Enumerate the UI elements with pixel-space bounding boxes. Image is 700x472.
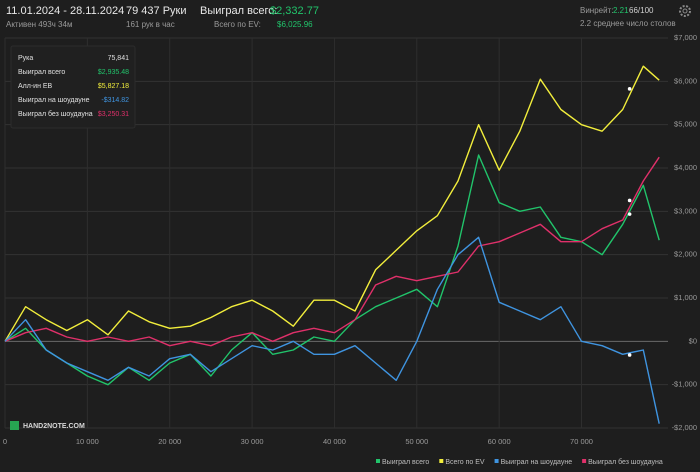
tooltip-label: Выиграл всего bbox=[18, 69, 65, 76]
x-tick-label: 70 000 bbox=[570, 437, 593, 446]
tooltip-value: -$314.82 bbox=[101, 97, 129, 104]
watermark-text: HAND2NOTE.COM bbox=[23, 423, 85, 430]
winrate-extra: 66/100 bbox=[629, 6, 654, 15]
series-line bbox=[4, 65, 660, 342]
legend: Выиграл всего Всего по EV Выиграл на шоуда… bbox=[376, 458, 663, 466]
ev-label: Всего по EV: bbox=[214, 20, 261, 29]
y-tick-label: $1,000 bbox=[674, 293, 697, 302]
grid: -$2,000 -$1,000 $0 $1,000 $2,000 $3,000 $4,000… bbox=[3, 33, 697, 446]
y-tick-label: $3,000 bbox=[674, 206, 697, 215]
lines bbox=[4, 65, 660, 424]
legend-label: Выиграл всего bbox=[382, 459, 429, 466]
y-tick-label: $0 bbox=[689, 336, 697, 345]
tooltip-label: Алл-ин EB bbox=[18, 83, 53, 90]
won-label: Выиграл всего: bbox=[200, 5, 277, 17]
tooltip-value: $2,935.48 bbox=[98, 69, 129, 76]
ev-value: $6,025.96 bbox=[277, 20, 313, 29]
tooltip-value: $5,827.18 bbox=[98, 83, 129, 90]
y-tick-label: -$2,000 bbox=[672, 423, 697, 432]
tooltip-x-label: Рука bbox=[18, 55, 33, 62]
x-tick-label: 10 000 bbox=[76, 437, 99, 446]
hands-rate: 161 рук в час bbox=[126, 20, 175, 29]
y-tick-label: $5,000 bbox=[674, 120, 697, 129]
active-time: Активен 493ч 34м bbox=[6, 20, 72, 29]
hover-dot bbox=[627, 198, 632, 203]
tooltip: Рука 75,841 Выиграл всего $2,935.48 Алл-ин E… bbox=[10, 45, 136, 129]
tooltip-label: Выиграл на шоудауне bbox=[18, 97, 90, 104]
x-tick-label: 30 000 bbox=[241, 437, 264, 446]
y-tick-label: $4,000 bbox=[674, 163, 697, 172]
settings-icon[interactable] bbox=[679, 5, 691, 17]
legend-label: Выиграл на шоудауне bbox=[501, 459, 573, 466]
series-line bbox=[4, 154, 660, 386]
watermark: HAND2NOTE.COM bbox=[10, 421, 85, 430]
tooltip-label: Выиграл без шоудауна bbox=[18, 110, 93, 118]
legend-label: Всего по EV bbox=[445, 459, 485, 466]
hover-dot bbox=[627, 212, 632, 216]
tooltip-x-value: 75,841 bbox=[108, 55, 130, 62]
legend-label: Выиграл без шоудауна bbox=[588, 458, 663, 466]
series-line bbox=[4, 236, 660, 424]
y-tick-label: $7,000 bbox=[674, 33, 697, 42]
hover-dot bbox=[627, 87, 632, 91]
tooltip-value: $3,250.31 bbox=[98, 111, 129, 118]
y-tick-label: $2,000 bbox=[674, 250, 697, 259]
won-value: $2,332.77 bbox=[270, 5, 319, 17]
tables: 2.2 среднее число столов bbox=[580, 19, 676, 28]
tooltip-box bbox=[10, 45, 136, 129]
legend-swatch bbox=[494, 459, 499, 463]
x-tick-label: 50 000 bbox=[405, 437, 428, 446]
y-tick-label: -$1,000 bbox=[672, 380, 697, 389]
x-tick-label: 40 000 bbox=[323, 437, 346, 446]
legend-swatch bbox=[582, 459, 587, 463]
x-tick-label: 20 000 bbox=[158, 437, 181, 446]
period: 11.01.2024 - 28.11.2024 bbox=[6, 5, 124, 17]
hands: 79 437 Руки bbox=[126, 5, 187, 17]
series-line bbox=[4, 156, 660, 347]
winrate-label: Винрейт: bbox=[580, 6, 613, 15]
x-tick-label: 0 bbox=[3, 437, 7, 446]
x-tick-label: 60 000 bbox=[488, 437, 511, 446]
winrate-value: 2.21 bbox=[613, 6, 629, 15]
legend-swatch bbox=[376, 459, 380, 463]
hover-dot bbox=[627, 353, 632, 357]
legend-swatch bbox=[439, 459, 444, 463]
y-tick-label: $6,000 bbox=[674, 76, 697, 85]
